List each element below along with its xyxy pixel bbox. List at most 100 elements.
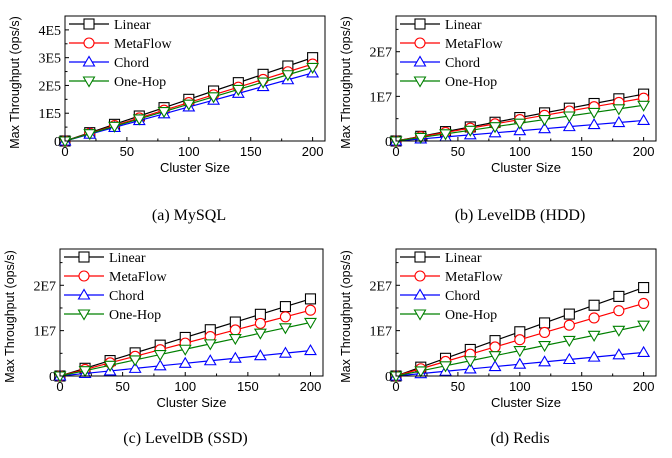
data-point-chord	[278, 346, 292, 358]
data-point-chord	[637, 345, 651, 357]
data-point-one-hop	[439, 129, 452, 141]
legend-marker	[78, 251, 90, 263]
data-point-one-hop	[182, 99, 196, 111]
legend-label: One-Hop	[445, 75, 497, 90]
x-axis-label: Cluster Size	[491, 160, 561, 175]
data-point-one-hop	[132, 114, 146, 126]
panel-caption: (d) Redis	[490, 430, 549, 447]
legend-label: Linear	[114, 18, 151, 33]
y-tick-label: 0	[385, 135, 392, 150]
data-point-metaflow	[563, 319, 575, 331]
legend-marker	[414, 18, 426, 30]
data-point-metaflow	[254, 317, 266, 329]
x-tick-label: 50	[451, 144, 465, 159]
legend: Linear MetaFlow Chord One-Hop	[64, 251, 167, 323]
y-tick-label: 0	[49, 370, 56, 385]
legend-label: One-Hop	[109, 308, 161, 323]
legend-label: One-Hop	[445, 308, 497, 323]
data-point-linear	[254, 308, 266, 320]
data-point-chord	[612, 115, 626, 128]
data-point-chord	[463, 362, 477, 374]
x-axis-label: Cluster Size	[160, 160, 230, 175]
data-point-metaflow	[638, 297, 650, 309]
data-point-one-hop	[103, 360, 117, 372]
data-point-metaflow	[229, 324, 241, 336]
data-point-metaflow	[588, 312, 600, 324]
y-tick-label: 1E7	[369, 90, 392, 105]
y-tick-label: 1E7	[33, 325, 56, 340]
legend-label: Chord	[445, 56, 480, 71]
legend-marker	[414, 251, 426, 263]
data-point-one-hop	[128, 355, 142, 367]
x-tick-label: 50	[451, 379, 465, 394]
x-tick-label: 200	[633, 379, 655, 394]
y-tick-label: 4E5	[38, 24, 61, 39]
data-point-chord	[128, 361, 142, 373]
data-point-chord	[612, 348, 626, 360]
x-tick-label: 0	[56, 379, 63, 394]
legend-label: Linear	[109, 251, 146, 266]
data-point-one-hop	[256, 77, 270, 89]
data-point-chord	[153, 359, 167, 371]
legend-marker	[413, 76, 427, 88]
data-point-one-hop	[637, 100, 651, 112]
data-point-metaflow	[613, 305, 625, 317]
data-point-one-hop	[562, 111, 576, 123]
data-point-chord	[538, 122, 552, 134]
data-point-one-hop	[562, 335, 576, 348]
data-point-one-hop	[414, 132, 428, 145]
data-point-linear	[304, 293, 317, 305]
x-tick-label: 0	[392, 379, 399, 394]
data-point-metaflow	[489, 341, 501, 353]
legend-label: MetaFlow	[445, 37, 503, 52]
data-point-one-hop	[228, 333, 242, 346]
legend-label: Chord	[114, 56, 149, 71]
data-point-one-hop	[203, 339, 217, 351]
data-point-metaflow	[279, 311, 291, 323]
data-point-one-hop	[207, 92, 221, 104]
x-tick-label: 200	[300, 379, 322, 394]
x-tick-label: 100	[509, 379, 531, 394]
plot-frame	[59, 248, 324, 377]
legend-label: MetaFlow	[109, 270, 167, 285]
data-point-one-hop	[157, 107, 171, 119]
x-tick-label: 150	[240, 144, 262, 159]
data-point-chord	[228, 351, 242, 363]
legend-marker	[414, 37, 426, 49]
legend-marker	[77, 288, 91, 300]
legend-marker	[413, 288, 427, 300]
data-point-linear	[539, 317, 551, 329]
data-point-one-hop	[108, 121, 121, 133]
data-point-one-hop	[278, 323, 292, 335]
plot-frame	[395, 15, 657, 142]
x-tick-label: 100	[174, 379, 196, 394]
panel-caption: (a) MySQL	[152, 207, 226, 224]
chart-panel-4: 0 50 100 150 200 0 1E7 2E7 Cluster Size Max Throu…	[339, 248, 657, 447]
legend-marker	[83, 18, 95, 30]
legend: Linear MetaFlow Chord One-Hop	[400, 18, 503, 90]
chart-panel-3: 0 50 100 150 200 0 1E7 2E7 Cluster Size Max Throu…	[3, 248, 324, 447]
data-point-one-hop	[538, 115, 552, 127]
data-point-chord	[562, 352, 576, 365]
data-point-linear	[588, 299, 600, 311]
x-tick-label: 150	[237, 379, 259, 394]
y-tick-label: 3E5	[38, 52, 61, 67]
panel-caption: (c) LevelDB (SSD)	[123, 430, 247, 447]
plot-frame	[64, 15, 326, 142]
legend-label: Linear	[445, 251, 482, 266]
data-point-one-hop	[83, 129, 97, 141]
data-point-linear	[563, 308, 575, 320]
legend-marker	[82, 76, 96, 88]
data-point-one-hop	[306, 62, 320, 74]
data-point-chord	[587, 117, 601, 130]
y-tick-label: 1E5	[38, 107, 61, 122]
data-point-chord	[637, 113, 651, 126]
legend-label: One-Hop	[114, 75, 166, 90]
x-tick-label: 50	[115, 379, 129, 394]
panel-caption: (b) LevelDB (HDD)	[455, 207, 586, 224]
x-tick-label: 150	[571, 379, 593, 394]
x-axis-label: Cluster Size	[491, 395, 561, 410]
legend: Linear MetaFlow Chord One-Hop	[69, 18, 172, 90]
y-tick-label: 0	[54, 135, 61, 150]
